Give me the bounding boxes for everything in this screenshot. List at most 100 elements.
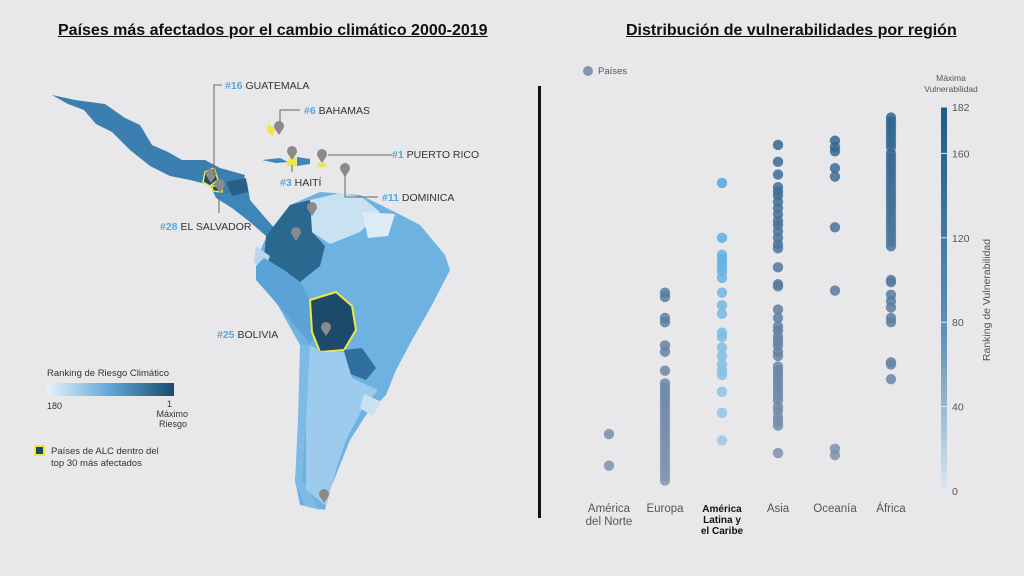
category-label: Oceanía <box>813 503 857 515</box>
risk-legend-gradient <box>47 383 174 396</box>
country-peru <box>256 258 318 344</box>
category-label: Europa <box>646 503 684 515</box>
data-point <box>659 317 671 328</box>
data-point <box>829 222 841 233</box>
label-bahamas: #6 BAHAMAS <box>304 105 370 117</box>
strip-chart: Países Máxima Vulnerabilidad Ranking de … <box>583 66 993 537</box>
data-point <box>603 460 615 471</box>
country-venezuela <box>310 193 380 244</box>
data-point <box>829 162 841 174</box>
data-point <box>716 369 728 381</box>
data-point <box>885 359 897 370</box>
data-point <box>829 449 841 461</box>
data-point <box>772 281 784 292</box>
data-point <box>716 386 728 398</box>
risk-legend-title: Ranking de Riesgo Climático <box>47 368 169 379</box>
data-point <box>772 304 784 315</box>
data-point <box>716 407 728 419</box>
legend-label: Países <box>598 66 627 77</box>
map-title: Países más afectados por el cambio climá… <box>58 22 488 39</box>
legend-dot <box>583 66 593 76</box>
label-bolivia: #25 BOLIVIA <box>217 329 278 341</box>
data-point <box>772 350 784 362</box>
map-pins <box>206 121 350 503</box>
country-dominican-republic <box>297 157 310 166</box>
data-point <box>885 317 897 328</box>
y-tick-label: 160 <box>952 148 970 160</box>
label-el-salvador: #28 EL SALVADOR <box>160 221 252 233</box>
category-label: América <box>702 504 742 515</box>
data-point <box>829 171 841 182</box>
label-dominica: #11 DOMINICA <box>382 192 454 204</box>
top30-legend-swatch <box>34 445 45 456</box>
colorbar <box>941 107 947 491</box>
y-tick-label: 0 <box>952 486 958 498</box>
data-point <box>885 276 897 288</box>
pin-icon <box>215 179 225 193</box>
category-label: América <box>588 503 631 515</box>
risk-legend-max-label-1: Máximo <box>156 409 188 419</box>
pin-icon <box>291 227 301 241</box>
label-haiti: #3 HAITÍ <box>280 176 322 189</box>
data-point <box>772 156 784 168</box>
country-bolivia <box>308 290 358 354</box>
y-axis-label: Ranking de Vulnerabilidad <box>981 239 993 361</box>
colorbar-title-1: Máxima <box>936 73 966 83</box>
data-point <box>716 232 728 244</box>
data-point <box>716 308 728 319</box>
data-point <box>716 342 728 353</box>
y-tick-label: 40 <box>952 402 964 414</box>
category-label: Latina y <box>703 515 741 526</box>
data-point <box>772 139 784 151</box>
country-paraguay <box>344 348 376 380</box>
country-central-america <box>210 182 276 236</box>
country-puerto-rico <box>318 163 326 167</box>
data-point <box>716 177 728 189</box>
data-point <box>716 350 728 362</box>
data-point <box>885 373 897 385</box>
data-point <box>716 300 728 311</box>
pin-icon <box>317 149 327 163</box>
country-bahamas <box>267 124 275 136</box>
chart-title: Distribución de vulnerabilidades por reg… <box>626 22 957 39</box>
country-chile <box>295 345 320 510</box>
data-point <box>716 435 728 446</box>
country-guyanas <box>362 212 395 238</box>
data-point <box>829 146 841 157</box>
data-point <box>603 428 615 440</box>
data-point <box>659 475 671 486</box>
data-point <box>659 365 671 376</box>
country-haiti <box>286 157 297 166</box>
pin-icon <box>307 202 317 216</box>
risk-legend-max-label-2: Riesgo <box>159 419 187 429</box>
data-point <box>772 447 784 459</box>
label-guatemala: #16 GUATEMALA <box>225 80 309 92</box>
category-label: África <box>876 502 906 515</box>
y-tick-label: 182 <box>952 102 970 114</box>
data-point <box>772 243 784 254</box>
y-tick-label: 80 <box>952 317 964 329</box>
data-point <box>772 420 784 431</box>
data-point <box>885 241 897 252</box>
data-point <box>659 291 671 303</box>
data-point <box>716 331 728 343</box>
country-colombia <box>264 200 325 282</box>
y-tick-label: 120 <box>952 233 970 245</box>
data-point <box>716 272 728 284</box>
label-puerto-rico: #1 PUERTO RICO <box>392 149 479 161</box>
top30-legend-label-1: Países de ALC dentro del <box>51 446 159 457</box>
category-label: el Caribe <box>701 526 744 537</box>
country-uruguay <box>360 394 382 416</box>
colorbar-title-2: Vulnerabilidad <box>924 84 978 94</box>
pin-icon <box>274 121 284 135</box>
country-cuba <box>262 158 288 163</box>
data-point <box>885 302 897 313</box>
category-label: Asia <box>767 503 790 515</box>
pin-icon <box>287 146 297 160</box>
data-point <box>829 285 841 296</box>
top30-legend-label-2: top 30 más afectados <box>51 458 142 469</box>
category-label: del Norte <box>586 516 633 528</box>
pin-icon <box>340 163 350 177</box>
data-point <box>716 287 728 298</box>
